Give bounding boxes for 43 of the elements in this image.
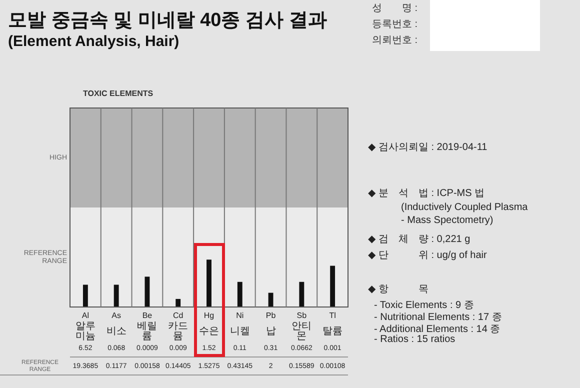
text: 의뢰번호 : xyxy=(372,34,418,47)
text: - Additional Elements : 14 종 xyxy=(374,323,500,335)
text: - Ratios : 15 ratios xyxy=(374,334,456,345)
text: - Nutritional Elements : 17 종 xyxy=(374,311,502,324)
x-tick-label: Tl xyxy=(329,311,336,320)
chart-subtitle: (Element Analysis, Hair) xyxy=(8,33,180,50)
bar xyxy=(176,298,181,307)
text: 카드뮴 xyxy=(168,320,188,342)
text: 안티몬 xyxy=(292,320,312,342)
bar xyxy=(144,276,150,307)
bar xyxy=(82,284,88,307)
text: 알루미늄 xyxy=(75,320,96,342)
text: 베릴륨 xyxy=(137,320,158,342)
text: ◆ 항 목 xyxy=(368,283,428,296)
bar xyxy=(237,282,242,307)
text: 수은 xyxy=(199,326,219,337)
bar xyxy=(330,266,336,307)
x-tick-label: Cd xyxy=(172,311,184,320)
x-tick-label: Ni xyxy=(236,311,244,320)
text: 니켈 xyxy=(230,326,250,337)
x-tick-label: Hg xyxy=(204,311,214,320)
bar xyxy=(206,260,212,307)
text: - Toxic Elements : 9 종 xyxy=(374,299,474,312)
text: ◆ 검 체 량 : 0,221 g xyxy=(368,233,470,246)
x-tick-label: Pb xyxy=(266,311,276,320)
x-tick-label: Be xyxy=(142,311,153,320)
x-tick-label: Al xyxy=(82,311,90,320)
x-tick-label: As xyxy=(112,311,122,320)
text: TOXIC ELEMENTS xyxy=(83,89,154,98)
bar xyxy=(299,282,304,307)
text: - Mass Spectometry) xyxy=(401,215,494,226)
text: 비소 xyxy=(106,326,126,337)
text: ◆ 분 석 법 : ICP-MS 법 xyxy=(368,187,485,200)
chart-title: 모발 중금속 및 미네랄 40종 검사 결과 xyxy=(8,9,327,33)
text: ◆ 단 위 : ug/g of hair xyxy=(368,249,487,262)
text: ◆ 검사의뢰일 : 2019-04-11 xyxy=(368,141,488,154)
text: 등록번호 : xyxy=(372,18,418,31)
text: 탈륨 xyxy=(322,326,343,337)
x-tick-label: Sb xyxy=(296,311,308,320)
text: 납 xyxy=(266,326,276,337)
bar xyxy=(114,284,119,307)
text: 성 명 : xyxy=(372,2,418,15)
text: (Inductively Coupled Plasma xyxy=(401,202,528,213)
